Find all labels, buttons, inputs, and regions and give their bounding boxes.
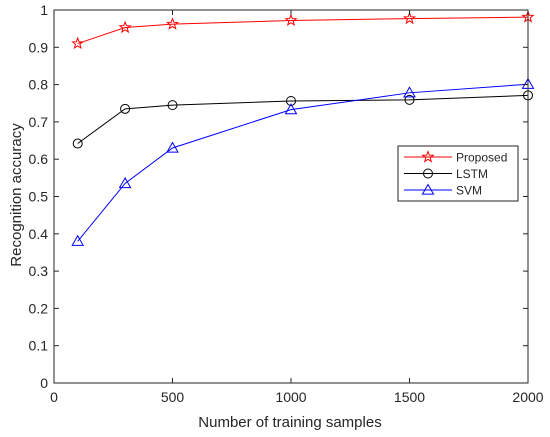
legend-label-lstm: LSTM [456, 167, 488, 181]
legend-marker-svm [421, 183, 435, 195]
data-point-lstm-0 [72, 138, 83, 149]
data-point-svm-3 [284, 103, 298, 115]
x-tick-label: 1500 [394, 389, 425, 405]
data-point-lstm-2 [167, 100, 178, 111]
y-tick-label: 0.4 [29, 226, 49, 242]
data-point-proposed-4 [402, 11, 417, 25]
axes: 0 500 1000 1500 2000 0 0.1 0.2 0.3 0.4 0.5 0.6 0.7 0.… [29, 2, 544, 405]
legend-marker-proposed [421, 150, 435, 163]
y-tick-label: 0.7 [29, 114, 49, 130]
x-tick-label: 0 [50, 389, 58, 405]
x-axis-label: Number of training samples [198, 414, 381, 431]
y-tick-label: 0.3 [29, 263, 49, 279]
data-point-lstm-3 [286, 96, 296, 107]
y-tick-label: 0.9 [29, 39, 49, 55]
y-tick-label: 0.5 [29, 189, 49, 205]
legend: Proposed LSTM SVM [397, 145, 519, 202]
y-tick-label: 0.2 [29, 300, 49, 316]
y-tick-label: 0.6 [29, 151, 49, 167]
data-point-proposed-3 [284, 13, 298, 27]
y-tick-label: 1 [40, 2, 48, 18]
data-point-proposed-0 [71, 36, 85, 50]
legend-label-svm: SVM [456, 184, 482, 198]
series-line-proposed [77, 16, 529, 45]
x-tick-label: 2000 [512, 389, 543, 405]
data-point-svm-1 [118, 176, 132, 189]
y-tick-label: 0 [40, 375, 48, 391]
data-point-proposed-1 [118, 20, 132, 34]
x-tick-label: 500 [161, 389, 185, 405]
plot-area [71, 10, 535, 246]
data-point-svm-0 [71, 234, 85, 246]
data-point-proposed-2 [165, 17, 180, 30]
data-point-lstm-4 [404, 94, 415, 105]
series-line-svm [77, 83, 529, 242]
y-tick-label: 0.8 [29, 77, 49, 93]
data-point-svm-2 [166, 141, 179, 153]
data-point-svm-4 [403, 86, 416, 98]
legend-marker-lstm [423, 168, 433, 179]
y-axis-label: Recognition accuracy [8, 123, 25, 267]
series-line-lstm [77, 94, 529, 144]
data-point-lstm-1 [120, 103, 131, 114]
x-tick-label: 1000 [275, 389, 306, 405]
y-tick-label: 0.1 [29, 338, 49, 354]
legend-label-proposed: Proposed [456, 151, 507, 165]
